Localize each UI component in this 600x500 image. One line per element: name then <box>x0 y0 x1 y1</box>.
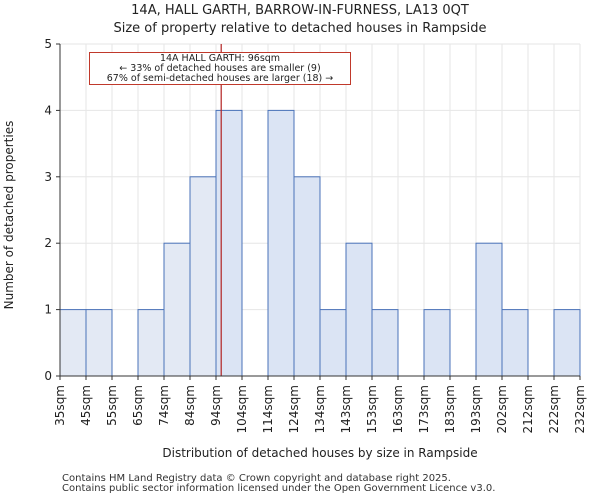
x-tick-label: 104sqm <box>235 385 249 433</box>
footer: Contains HM Land Registry data © Crown c… <box>62 474 495 494</box>
y-tick-label: 4 <box>44 103 52 117</box>
histogram-bar <box>85 309 113 377</box>
x-tick-label: 143sqm <box>339 385 353 433</box>
histogram-bar <box>189 176 217 377</box>
y-axis-label: Number of detached properties <box>2 121 16 310</box>
histogram-bar <box>371 309 399 377</box>
x-tick-label: 74sqm <box>157 385 171 426</box>
x-axis-label: Distribution of detached houses by size … <box>162 446 477 460</box>
histogram-bar <box>345 242 373 377</box>
histogram-bar <box>215 109 243 377</box>
x-tick-label: 193sqm <box>469 385 483 433</box>
y-tick-label: 1 <box>44 303 52 317</box>
histogram-bar <box>59 309 87 377</box>
chart-title: 14A, HALL GARTH, BARROW-IN-FURNESS, LA13… <box>131 3 469 18</box>
x-tick-label: 84sqm <box>183 385 197 426</box>
x-tick-label: 124sqm <box>287 385 301 433</box>
x-tick-label: 183sqm <box>443 385 457 433</box>
chart-subtitle: Size of property relative to detached ho… <box>113 21 487 36</box>
axes-layer: 0 1 2 3 4 5 35sqm 45sqm 55sqm 65sqm 74sqm 84sqm 94sq… <box>44 37 587 433</box>
x-tick-label: 94sqm <box>209 385 223 426</box>
x-tick-label: 114sqm <box>261 385 275 433</box>
x-tick-label: 55sqm <box>105 385 119 426</box>
y-tick-label: 0 <box>44 369 52 383</box>
x-tick-label: 153sqm <box>365 385 379 433</box>
x-tick-label: 202sqm <box>495 385 509 433</box>
x-tick-label: 134sqm <box>313 385 327 433</box>
x-tick-label: 222sqm <box>547 385 561 433</box>
histogram-bar <box>501 309 529 377</box>
annotation-line-1: 14A HALL GARTH: 96sqm <box>159 53 281 64</box>
histogram-bar <box>267 109 295 377</box>
y-tick-label: 5 <box>44 37 52 51</box>
x-tick-label: 173sqm <box>417 385 431 433</box>
histogram-bar <box>137 309 165 377</box>
property-annotation-box: 14A HALL GARTH: 96sqm ← 33% of detached … <box>89 52 351 85</box>
annotation-line-2: ← 33% of detached houses are smaller (9) <box>119 63 321 74</box>
x-tick-label: 212sqm <box>521 385 535 433</box>
bars-layer <box>59 44 581 377</box>
histogram-bar <box>293 176 321 377</box>
histogram-bar <box>163 242 191 377</box>
footer-line-2: Contains public sector information licen… <box>62 483 496 494</box>
y-tick-label: 2 <box>44 236 52 250</box>
y-tick-label: 3 <box>44 170 52 184</box>
histogram-bar <box>553 309 581 377</box>
chart-title-block: 14A, HALL GARTH, BARROW-IN-FURNESS, LA13… <box>0 2 600 38</box>
x-tick-label: 163sqm <box>391 385 405 433</box>
histogram-bar <box>319 309 347 377</box>
x-tick-label: 232sqm <box>573 385 587 433</box>
annotation-line-3: 67% of semi-detached houses are larger (… <box>106 73 334 84</box>
histogram-bar <box>475 242 503 377</box>
histogram-bar <box>423 309 451 377</box>
x-tick-label: 45sqm <box>79 385 93 426</box>
footer-line-1: Contains HM Land Registry data © Crown c… <box>62 473 451 484</box>
x-tick-label: 65sqm <box>131 385 145 426</box>
x-tick-label: 35sqm <box>53 385 67 426</box>
